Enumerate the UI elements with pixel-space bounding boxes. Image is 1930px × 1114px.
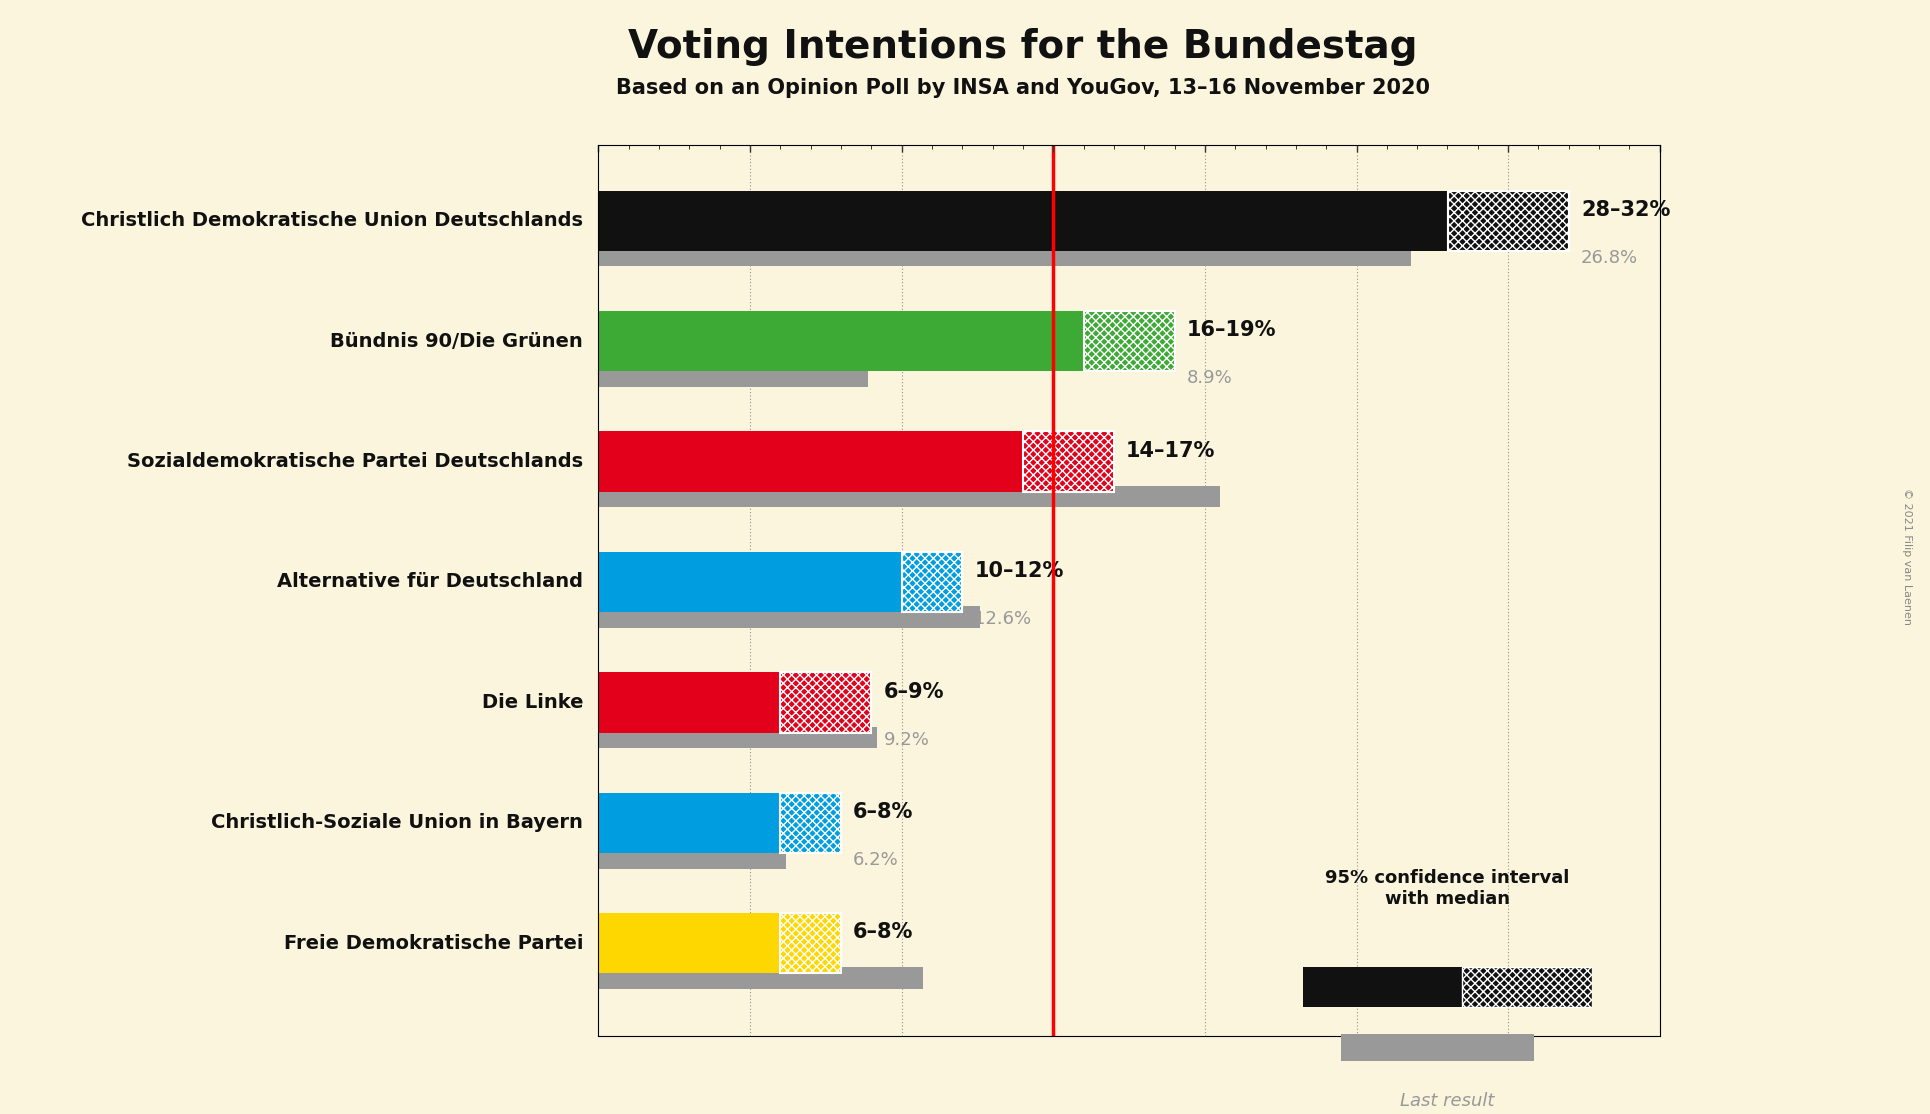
Bar [598, 726, 878, 749]
Text: 14–17%: 14–17% [1125, 441, 1216, 461]
Text: Last result: Last result [1401, 1092, 1494, 1110]
Bar [598, 967, 923, 989]
Text: Christlich Demokratische Union Deutschlands: Christlich Demokratische Union Deutschla… [81, 212, 583, 231]
Bar [901, 551, 963, 612]
Bar [1341, 1034, 1534, 1061]
Bar [1023, 431, 1114, 491]
Bar [598, 606, 980, 628]
Bar [598, 793, 780, 853]
Text: 26.8%: 26.8% [1581, 248, 1639, 266]
Bar [1083, 311, 1175, 371]
Text: 28–32%: 28–32% [1581, 199, 1669, 219]
Text: 6–8%: 6–8% [853, 922, 913, 942]
Text: 12.6%: 12.6% [975, 610, 1031, 628]
Bar [598, 431, 1023, 491]
Text: Based on an Opinion Poll by INSA and YouGov, 13–16 November 2020: Based on an Opinion Poll by INSA and You… [616, 78, 1430, 98]
Bar [780, 673, 870, 733]
Bar [1303, 967, 1463, 1007]
Text: 8.9%: 8.9% [1187, 369, 1233, 388]
Bar [598, 913, 780, 974]
Text: Alternative für Deutschland: Alternative für Deutschland [278, 573, 583, 592]
Text: 10.7%: 10.7% [853, 971, 911, 989]
Bar [1448, 190, 1569, 251]
Bar [598, 551, 901, 612]
Bar [1463, 967, 1592, 1007]
Bar [780, 793, 841, 853]
Text: 6–9%: 6–9% [884, 682, 944, 702]
Bar [598, 311, 1083, 371]
Text: 10–12%: 10–12% [975, 561, 1063, 582]
Bar [598, 245, 1411, 266]
Text: 20.5%: 20.5% [1125, 490, 1183, 508]
Text: Die Linke: Die Linke [482, 693, 583, 712]
Bar [598, 190, 1448, 251]
Text: 6.2%: 6.2% [853, 851, 899, 869]
Bar [780, 913, 841, 974]
Bar [598, 847, 786, 869]
Text: Voting Intentions for the Bundestag: Voting Intentions for the Bundestag [627, 28, 1419, 66]
Bar [598, 673, 780, 733]
Text: 95% confidence interval
with median: 95% confidence interval with median [1326, 869, 1569, 908]
Bar [598, 365, 868, 387]
Text: Bündnis 90/Die Grünen: Bündnis 90/Die Grünen [330, 332, 583, 351]
Text: Freie Demokratische Partei: Freie Demokratische Partei [284, 934, 583, 952]
Text: 16–19%: 16–19% [1187, 321, 1276, 340]
Text: Sozialdemokratische Partei Deutschlands: Sozialdemokratische Partei Deutschlands [127, 452, 583, 471]
Text: © 2021 Filip van Laenen: © 2021 Filip van Laenen [1901, 489, 1913, 625]
Text: Christlich-Soziale Union in Bayern: Christlich-Soziale Union in Bayern [210, 813, 583, 832]
Text: 9.2%: 9.2% [884, 731, 928, 749]
Bar [598, 486, 1220, 507]
Text: 6–8%: 6–8% [853, 802, 913, 822]
